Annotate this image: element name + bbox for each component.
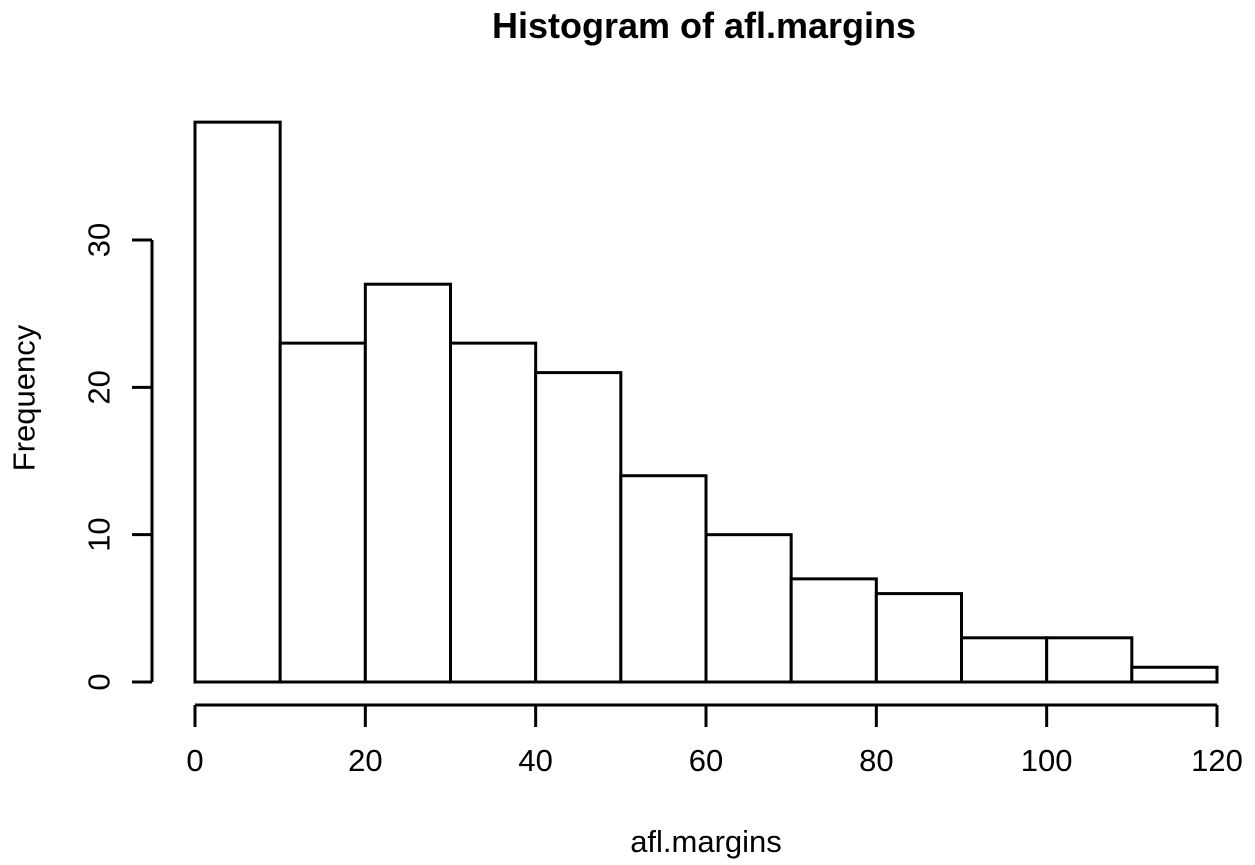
x-axis-title: afl.margins	[630, 824, 782, 859]
x-tick-label: 80	[859, 743, 893, 778]
histogram-bar	[534, 371, 623, 684]
y-axis: 0 10 20 30	[82, 223, 154, 691]
x-tick-label: 60	[689, 743, 723, 778]
histogram-bar	[1045, 636, 1134, 684]
chart-title: Histogram of afl.margins	[492, 5, 916, 46]
histogram-bar	[960, 636, 1049, 684]
x-tick-label: 120	[1191, 743, 1243, 778]
y-tick-label: 0	[82, 673, 117, 690]
x-tick-label: 20	[348, 743, 382, 778]
histogram-bar	[874, 592, 963, 684]
histogram-bar	[449, 341, 538, 684]
y-axis-title: Frequency	[7, 324, 42, 471]
y-tick-label: 30	[82, 223, 117, 257]
histogram-bar	[363, 282, 453, 684]
histogram-bar	[789, 577, 878, 684]
histogram-bar	[704, 533, 793, 684]
x-tick-label: 100	[1021, 743, 1073, 778]
histogram-bar	[619, 474, 708, 684]
x-tick-label: 40	[518, 743, 552, 778]
bars-group	[193, 120, 1219, 684]
histogram-bar	[278, 341, 367, 684]
y-tick-label: 10	[82, 517, 117, 551]
y-tick-label: 20	[82, 370, 117, 404]
x-tick-label: 0	[186, 743, 203, 778]
histogram-bar	[193, 120, 282, 684]
histogram-bar	[1130, 665, 1219, 684]
x-axis: 0 20 40 60 80 100 120	[186, 703, 1243, 778]
